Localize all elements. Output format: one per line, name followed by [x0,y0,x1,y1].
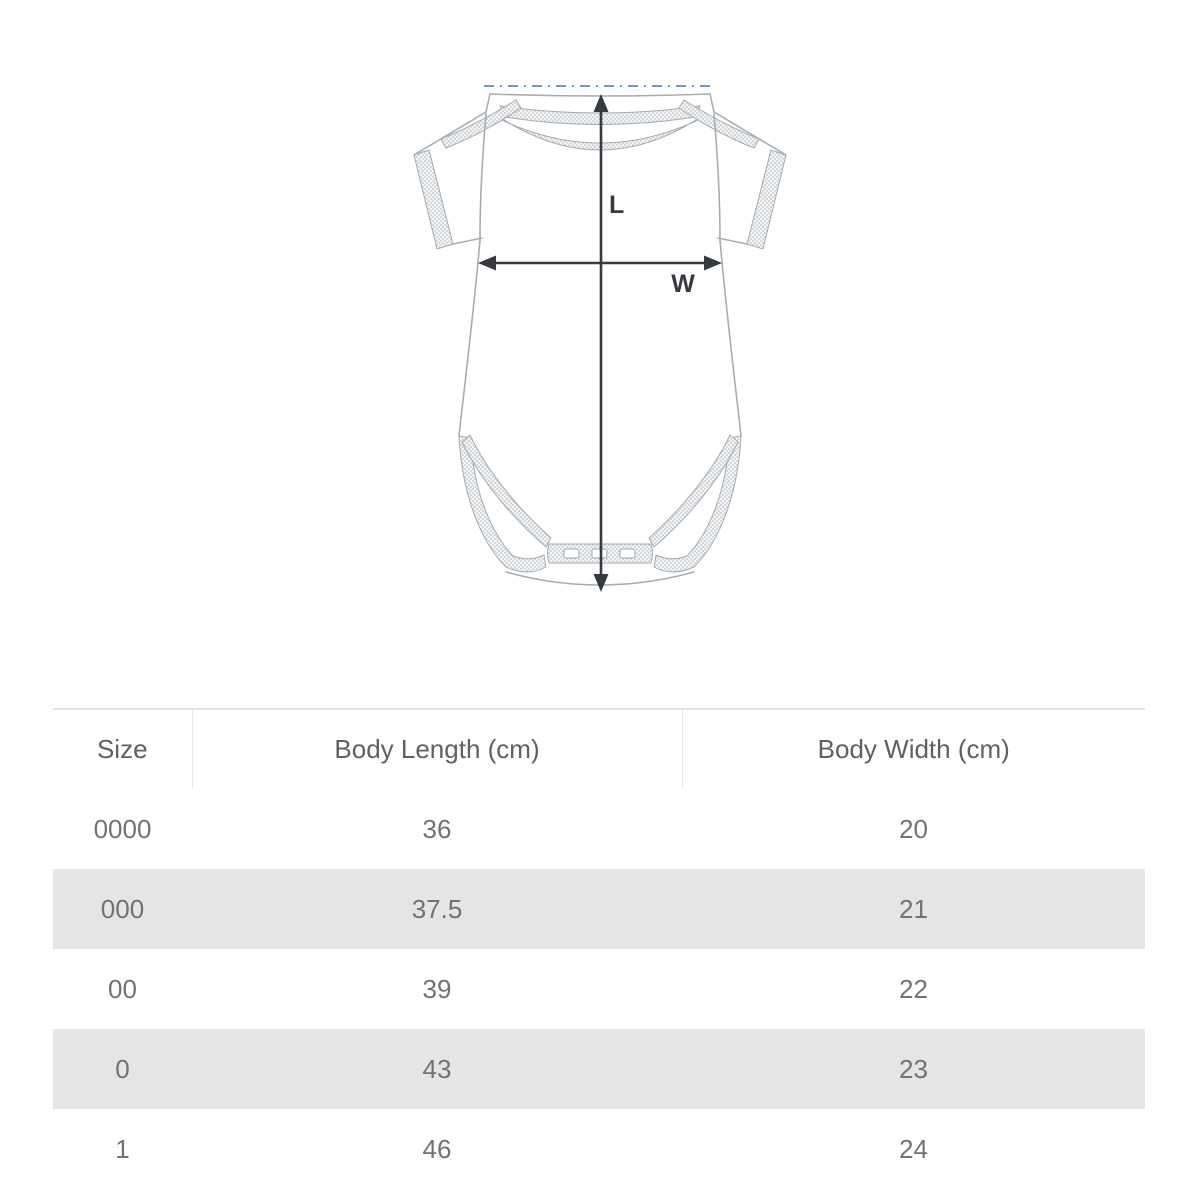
snap-buttons [563,548,636,559]
table-row: 0000 36 20 [53,789,1145,869]
table-cell: 46 [422,1133,452,1164]
table-row: 0 43 23 [53,1029,1145,1109]
bodysuit-schematic-icon: L W [413,85,787,592]
table-cell: 37.5 [411,893,463,924]
table-cell: 1 [115,1133,130,1164]
table-row: 1 46 24 [53,1109,1145,1189]
table-cell: 0000 [93,813,152,844]
table-cell: 36 [422,813,452,844]
size-table: Size Body Length (cm) Body Width (cm) 00… [53,708,1145,1189]
table-cell: 23 [899,1053,928,1084]
table-cell: 20 [899,813,928,844]
column-header-size: Size [53,708,192,789]
bodysuit-trim-bands [413,99,787,573]
table-cell: 21 [899,893,928,924]
header-row: Size Body Length (cm) Body Width (cm) [53,708,1145,789]
column-header-body-width: Body Width (cm) [681,708,1145,789]
table-cell: 00 [108,973,137,1004]
bodysuit-outline [413,93,787,586]
column-header-body-length: Body Length (cm) [191,708,682,789]
bodysuit-diagram: L W [380,70,820,610]
table-cell: 000 [100,893,145,924]
length-arrow-icon [593,94,609,592]
table-cell: 24 [899,1133,928,1164]
size-table-body: 0000 36 20 000 37.5 21 00 39 22 0 43 23 1 46 24 [53,789,1145,1189]
table-cell: 43 [422,1053,452,1084]
table-cell: 0 [115,1053,130,1084]
table-row: 000 37.5 21 [53,869,1145,949]
table-cell: 39 [422,973,452,1004]
width-arrow-icon [478,255,722,271]
length-label: L [609,191,624,219]
table-row: 00 39 22 [53,949,1145,1029]
table-cell: 22 [899,973,928,1004]
width-label: W [671,270,695,298]
